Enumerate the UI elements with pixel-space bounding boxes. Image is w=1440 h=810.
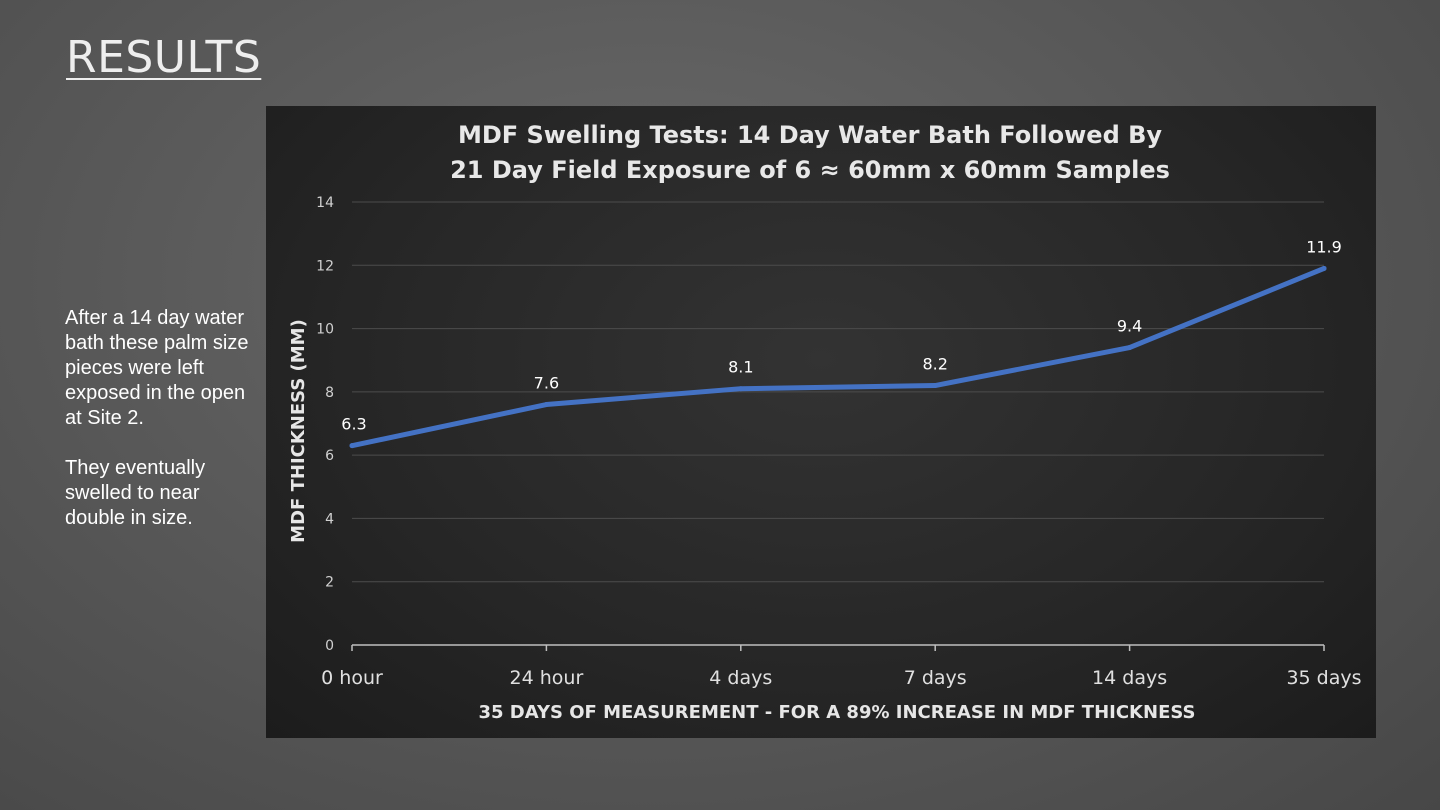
y-axis-ticks: 0 2 4 6 8 10 12 14 xyxy=(316,195,334,654)
y-tick-label-2: 2 xyxy=(325,575,334,591)
data-label-1: 7.6 xyxy=(534,374,559,393)
side-paragraph-2: They eventually swelled to near double i… xyxy=(65,457,206,529)
x-axis-ticks: 0 hour 24 hour 4 days 7 days 14 days 35 days xyxy=(321,667,1361,689)
data-label-2: 8.1 xyxy=(728,358,753,377)
series-mdf-thickness xyxy=(349,265,1327,449)
y-tick-label-14: 14 xyxy=(316,195,334,211)
chart-panel: MDF Swelling Tests: 14 Day Water Bath Fo… xyxy=(266,106,1376,738)
y-tick-label-6: 6 xyxy=(325,448,334,464)
data-label-0: 6.3 xyxy=(341,415,366,434)
x-axis-title: 35 DAYS OF MEASUREMENT - FOR A 89% INCRE… xyxy=(478,702,1195,723)
slide-title: RESULTS xyxy=(66,32,262,83)
chart-title-line-1: MDF Swelling Tests: 14 Day Water Bath Fo… xyxy=(458,121,1162,149)
y-tick-label-8: 8 xyxy=(325,385,334,401)
y-tick-label-4: 4 xyxy=(325,511,334,527)
data-labels: 6.3 7.6 8.1 8.2 9.4 11.9 xyxy=(341,237,1342,433)
data-point-0 xyxy=(349,443,355,449)
data-point-3 xyxy=(932,383,938,389)
x-tick-label-0: 0 hour xyxy=(321,667,383,689)
data-point-4 xyxy=(1127,345,1133,351)
y-tick-label-10: 10 xyxy=(316,322,334,338)
data-label-3: 8.2 xyxy=(922,355,947,374)
x-tick-label-5: 35 days xyxy=(1286,667,1361,689)
x-tick-label-1: 24 hour xyxy=(510,667,584,689)
y-tick-label-12: 12 xyxy=(316,258,334,274)
x-tick-label-3: 7 days xyxy=(904,667,967,689)
y-tick-label-0: 0 xyxy=(325,638,334,654)
data-label-4: 9.4 xyxy=(1117,317,1142,336)
series-line xyxy=(349,265,1327,449)
y-axis-title: MDF THICKNESS (MM) xyxy=(288,319,309,543)
data-point-1 xyxy=(543,402,549,408)
side-text: After a 14 day water bath these palm siz… xyxy=(65,306,255,556)
data-point-2 xyxy=(738,386,744,392)
x-tick-label-4: 14 days xyxy=(1092,667,1167,689)
line-chart: MDF Swelling Tests: 14 Day Water Bath Fo… xyxy=(288,121,1362,723)
side-paragraph-1: After a 14 day water bath these palm siz… xyxy=(65,307,249,429)
gridlines xyxy=(352,201,1324,583)
data-point-5 xyxy=(1321,265,1327,271)
x-tick-label-2: 4 days xyxy=(709,667,772,689)
data-label-5: 11.9 xyxy=(1306,237,1342,256)
chart-title-line-2: 21 Day Field Exposure of 6 ≈ 60mm x 60mm… xyxy=(450,156,1170,184)
x-axis xyxy=(351,644,1325,651)
